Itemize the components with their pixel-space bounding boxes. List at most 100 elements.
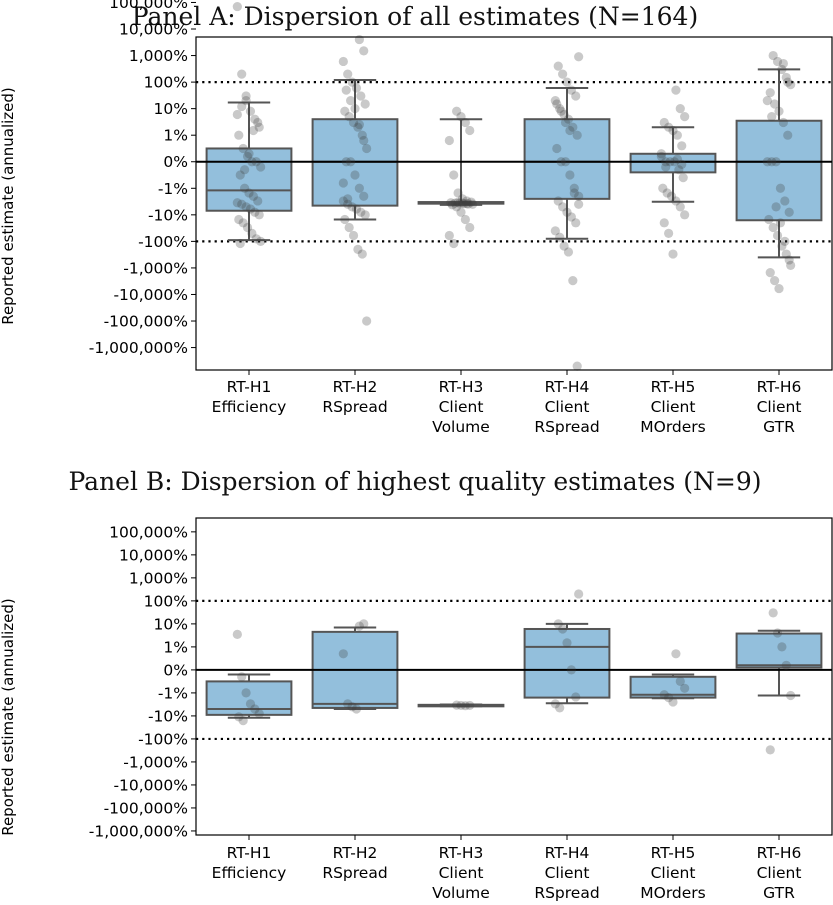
- panel-a-point-0-30: [240, 165, 250, 175]
- panel-a-point-3-32: [565, 125, 575, 136]
- panel-b-point-2-3: [465, 700, 475, 711]
- panel-b-point-3-5: [571, 692, 581, 702]
- panel-a-point-5-15: [784, 207, 794, 217]
- panel-b-ytick-label-4: 10%: [154, 615, 188, 633]
- panel-b-point-5-5: [765, 745, 775, 755]
- panel-a-point-3-20: [562, 207, 572, 217]
- panel-a-point-0-10: [251, 157, 261, 167]
- panel-a-point-2-17: [452, 202, 462, 212]
- panel-a-point-2-13: [459, 199, 469, 209]
- panel-a-point-1-22: [351, 204, 362, 214]
- panel-a-point-0-27: [251, 234, 261, 244]
- panel-a-ytick-label-5: 1%: [163, 127, 188, 145]
- panel-a-point-4-9: [661, 157, 671, 167]
- panel-a-point-0-2: [241, 96, 251, 106]
- panel-a-point-0-7: [238, 143, 248, 154]
- panel-a-point-3-3: [562, 77, 572, 87]
- panel-a-point-3-21: [566, 212, 576, 222]
- panel-a-point-1-11: [353, 122, 363, 132]
- panel-a-point-3-24: [555, 232, 565, 242]
- panel-a-point-5-29: [771, 202, 781, 212]
- panel-a-point-5-2: [777, 64, 787, 75]
- panel-a-point-4-22: [668, 249, 678, 259]
- panel-b-ytick-label-10: -1,000%: [123, 753, 188, 771]
- panel-a-point-4-10: [665, 157, 675, 167]
- panel-a-point-5-17: [768, 222, 778, 233]
- panel-a-point-5-3: [781, 72, 791, 83]
- panel-b-xtick-label-3: RT-H4 Client RSpread: [534, 844, 599, 902]
- panel-a-point-0-18: [237, 199, 247, 209]
- panel-a-point-2-0: [452, 106, 462, 116]
- panel-b-point-3-0: [574, 589, 584, 599]
- panel-a-point-1-28: [353, 244, 363, 254]
- panel-a-point-1-9: [344, 112, 354, 122]
- panel-b-point-0-1: [237, 672, 247, 682]
- panel-a-point-1-7: [360, 99, 370, 109]
- panel-a-box-4: [629, 152, 717, 174]
- panel-a-point-0-16: [253, 196, 263, 206]
- panel-b: Panel B: Dispersion of highest quality e…: [0, 467, 833, 902]
- panel-a-point-0-25: [242, 222, 253, 233]
- panel-a-point-1-16: [350, 170, 360, 180]
- panel-a-point-5-11: [767, 157, 777, 167]
- panel-b-point-3-2: [558, 624, 568, 634]
- panel-a-point-5-25: [778, 58, 788, 69]
- panel-a-point-3-29: [552, 99, 562, 109]
- panel-a-point-1-33: [350, 104, 360, 114]
- panel-a-ytick-label-8: -10%: [148, 206, 188, 224]
- panel-a-point-5-20: [781, 249, 791, 259]
- panel-a-point-2-16: [447, 200, 457, 210]
- panel-b-point-5-3: [781, 660, 791, 670]
- panel-a-point-3-5: [571, 91, 581, 101]
- panel-a-point-0-9: [247, 157, 257, 167]
- panel-a-point-1-18: [359, 191, 369, 201]
- panel-a-point-0-0: [232, 1, 242, 12]
- panel-a-point-5-27: [762, 96, 772, 106]
- panel-a-point-3-8: [559, 109, 569, 120]
- panel-a-point-0-17: [232, 198, 242, 208]
- panel-a-point-5-8: [778, 117, 788, 128]
- panel-a-box-5: [735, 119, 823, 222]
- panel-b-ylabel: Reported estimate (annualized): [0, 598, 17, 836]
- panel-a-point-1-24: [360, 210, 370, 220]
- panel-a-point-3-26: [563, 247, 574, 257]
- panel-a-point-2-21: [444, 230, 454, 241]
- panel-a-point-3-27: [568, 275, 578, 286]
- panel-a-point-2-10: [446, 198, 456, 208]
- panel-a-point-2-4: [444, 135, 454, 146]
- panel-a-point-5-19: [777, 241, 787, 251]
- panel-a-ylabel: Reported estimate (annualized): [0, 87, 17, 325]
- panel-a-point-5-16: [764, 214, 774, 225]
- panel-a-point-2-15: [468, 199, 478, 209]
- panel-a-point-0-12: [235, 170, 245, 180]
- panel-a-point-0-32: [248, 125, 258, 136]
- panel-a-box-3: [523, 118, 611, 200]
- panel-a-point-1-36: [338, 178, 348, 188]
- panel-b-point-4-5: [668, 697, 678, 707]
- panel-a-point-3-6: [550, 96, 560, 106]
- panel-b-point-0-0: [232, 629, 242, 639]
- panel-b-point-4-0: [671, 649, 681, 659]
- panel-a-point-0-13: [240, 183, 250, 193]
- panel-b-point-1-5: [351, 704, 362, 714]
- panel-a-point-4-15: [662, 188, 672, 198]
- panel-b-point-1-1: [359, 619, 369, 629]
- panel-a-point-1-35: [359, 135, 369, 146]
- panel-a-point-0-20: [245, 204, 256, 214]
- panel-a-point-5-22: [765, 268, 775, 278]
- panel-a-point-2-6: [453, 188, 463, 198]
- panel-a-point-4-7: [677, 141, 687, 151]
- panel-a-point-4-14: [658, 183, 668, 193]
- panel-a-point-1-10: [348, 117, 359, 128]
- panel-a-point-0-23: [234, 214, 244, 225]
- panel-b-xtick-label-4: RT-H5 Client MOrders: [640, 844, 706, 902]
- panel-a-point-1-30: [362, 316, 372, 326]
- panel-a-point-2-18: [456, 207, 466, 217]
- panel-a-point-4-16: [666, 191, 677, 201]
- panel-b-point-1-0: [354, 621, 364, 631]
- panel-a-point-1-27: [348, 230, 359, 241]
- panel-b-box-3: [523, 627, 611, 699]
- panel-b-point-0-6: [234, 712, 244, 722]
- panel-b-point-1-2: [338, 649, 348, 659]
- panel-a-point-1-32: [346, 96, 356, 106]
